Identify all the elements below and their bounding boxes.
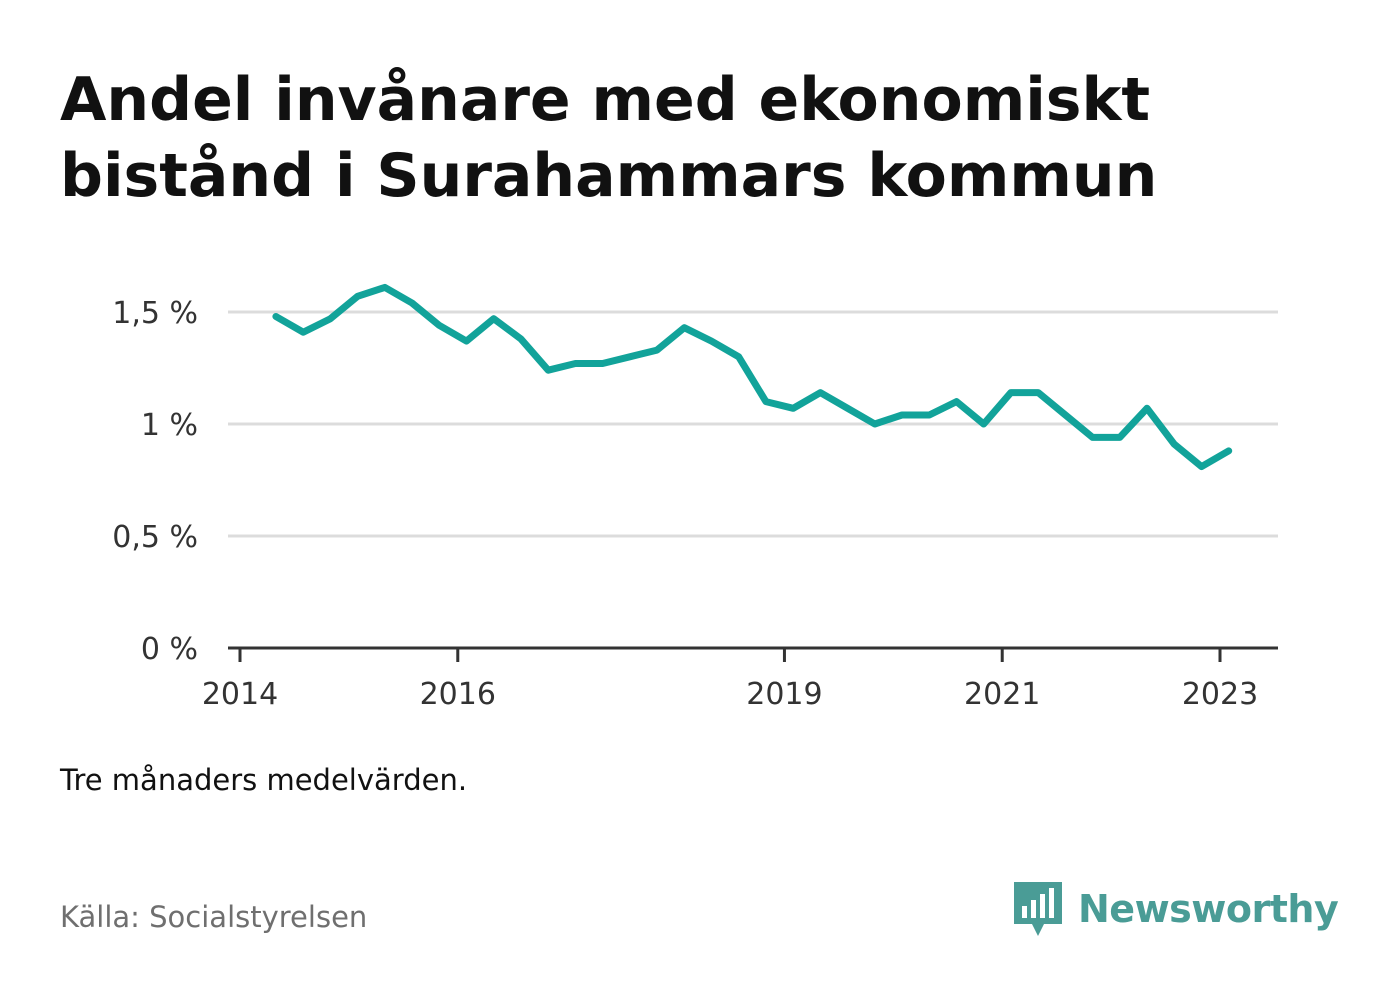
bar-chart-speech-bubble-icon — [1014, 882, 1062, 936]
chart-note: Tre månaders medelvärden. — [60, 763, 468, 797]
brand-logo: Newsworthy — [1010, 878, 1339, 940]
chart-title-line-2: bistånd i Surahammars kommun — [60, 141, 1158, 211]
grid-lines — [228, 310, 1278, 538]
y-axis-ticks: 0 % 0,5 % 1 % 1,5 % — [112, 296, 198, 667]
series-layer — [272, 283, 1233, 471]
y-tick-label: 1,5 % — [112, 296, 198, 331]
x-tick-label: 2023 — [1182, 677, 1258, 712]
brand-name: Newsworthy — [1078, 887, 1339, 931]
series-line — [272, 283, 1233, 471]
chart-title: Andel invånare med ekonomiskt bistånd i … — [60, 62, 1320, 214]
x-axis-ticks: 2014 2016 2019 2021 2023 — [202, 648, 1258, 712]
y-tick-label: 1 % — [141, 408, 198, 443]
source-credit: Källa: Socialstyrelsen — [60, 900, 368, 934]
x-tick-label: 2021 — [964, 677, 1040, 712]
x-tick-label: 2019 — [746, 677, 822, 712]
x-tick-label: 2016 — [420, 677, 496, 712]
y-tick-label: 0,5 % — [112, 520, 198, 555]
x-tick-label: 2014 — [202, 677, 278, 712]
line-chart: 0 % 0,5 % 1 % 1,5 % 2014 2016 2019 2021 2023 — [112, 283, 1278, 712]
y-tick-label: 0 % — [141, 632, 198, 667]
chart-title-line-1: Andel invånare med ekonomiskt — [60, 65, 1151, 135]
